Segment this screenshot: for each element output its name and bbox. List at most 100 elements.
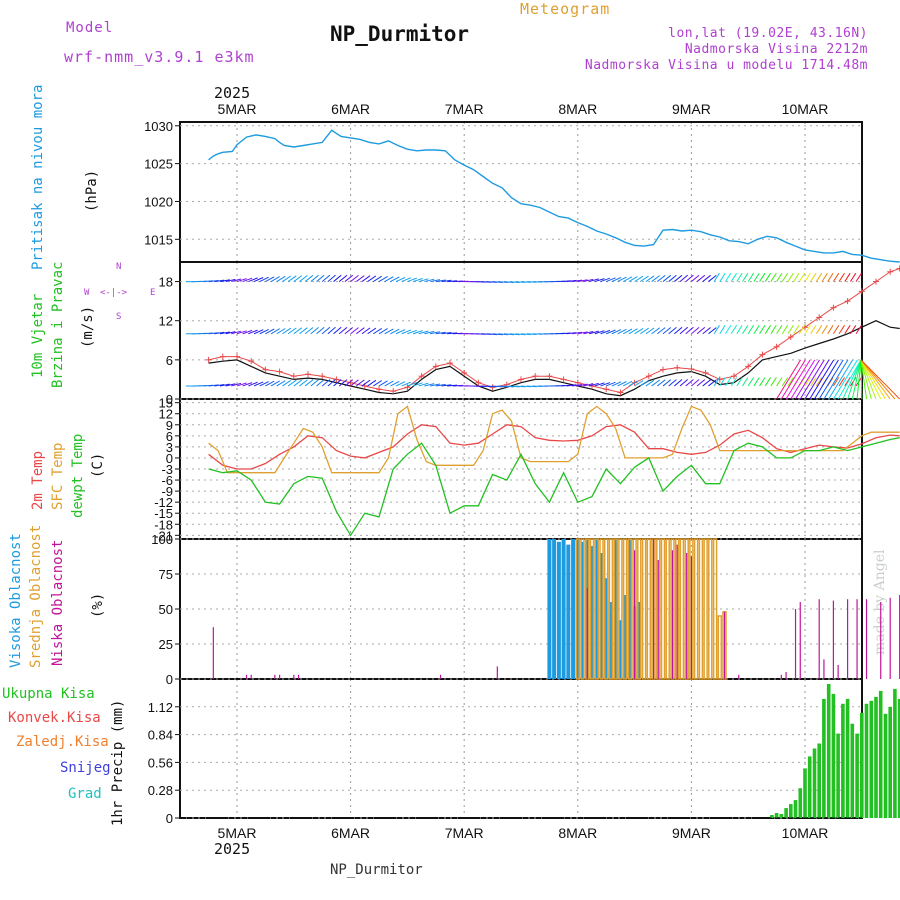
wind-arrow: [781, 325, 789, 335]
top-day-label: 5MAR: [218, 101, 257, 117]
y-tick-label: 25: [159, 637, 173, 652]
wind-arrow: [594, 278, 605, 283]
wind-arrows: [185, 272, 862, 388]
wind-arrow: [832, 272, 840, 282]
wind-arrow: [242, 329, 253, 335]
wind-arrow: [838, 325, 845, 335]
wind-arrow: [293, 379, 303, 387]
wind-arrow: [815, 325, 823, 335]
wind-arrow-strong: [860, 359, 886, 400]
precip-bar: [897, 698, 900, 818]
wind-arrow-strong: [804, 359, 830, 400]
wind-arrow: [401, 381, 412, 387]
wind-arrow: [259, 381, 269, 387]
mid-cloud-bar: [580, 538, 585, 680]
y-tick-label: 1030: [144, 119, 173, 134]
wind-arrow: [231, 278, 242, 283]
wind-arrow: [390, 276, 400, 283]
wind-arrow: [730, 377, 738, 387]
wind-arrow: [378, 380, 388, 387]
top-day-label: 9MAR: [672, 101, 711, 117]
wind-arrow-strong: [776, 359, 802, 400]
wind-arrow: [572, 279, 583, 283]
y-tick-label: 50: [159, 602, 173, 617]
wind-arrow: [344, 379, 354, 387]
wind-arrow: [378, 275, 388, 282]
precip-bar: [841, 703, 845, 818]
wind-arrow: [589, 330, 599, 335]
wind-arrow: [407, 277, 417, 283]
wind-arrow: [713, 377, 720, 387]
wind-arrow: [753, 377, 760, 387]
wind-arrow: [304, 327, 314, 335]
wind-arrow: [844, 272, 851, 282]
precip-bar: [812, 748, 817, 818]
wind-arrow: [759, 325, 766, 335]
wind-arrow: [373, 327, 382, 335]
wind-arrow-strong: [828, 359, 854, 400]
altitude: Nadmorska Visina 2212m: [684, 42, 868, 57]
wind-arrow: [747, 377, 755, 387]
wind-arrow: [742, 272, 749, 282]
wind-arrow: [855, 325, 862, 335]
bottom-day-label: 5MAR: [218, 825, 257, 841]
precip-legend-freezing: Zaledj.Kisa: [16, 734, 109, 750]
wind-arrow: [503, 333, 514, 336]
compass-s-label: S: [116, 312, 122, 322]
wind-arrow: [657, 275, 666, 282]
wind-arrow: [776, 377, 783, 387]
wind-arrow: [657, 379, 666, 387]
wind-arrow: [333, 326, 342, 335]
wind-arrow-strong: [823, 359, 849, 400]
high-cloud-bar: [623, 595, 628, 679]
wind-arrow: [424, 330, 435, 335]
wind-arrow: [787, 377, 794, 387]
wind-arrow: [674, 274, 683, 282]
high-cloud-bar: [547, 539, 552, 679]
precip-bar: [774, 813, 779, 818]
wind-arrow: [384, 328, 394, 335]
wind-arrow: [685, 274, 694, 282]
wind-arrow: [435, 279, 446, 283]
wind-arrow: [651, 327, 660, 335]
mid-cloud-bar: [708, 538, 713, 680]
top-day-label: 8MAR: [558, 101, 597, 117]
wind-arrow-strong: [856, 359, 862, 400]
wind-arrow-strong: [785, 359, 811, 400]
wind-arrow: [299, 379, 308, 387]
wind-arrow: [611, 277, 622, 283]
precip-bar: [850, 723, 855, 818]
y-tick-label: 6: [166, 353, 173, 368]
wind-arrow: [730, 325, 738, 335]
wind-arrow: [407, 382, 417, 387]
y-tick-label: 18: [159, 275, 173, 290]
wind-arrow: [623, 380, 633, 387]
wind-arrow: [742, 325, 749, 335]
wind-arrow: [441, 279, 452, 283]
wind-arrow-strong: [860, 359, 863, 400]
wind-arrow: [338, 379, 348, 387]
wind-arrow: [384, 276, 394, 283]
wind-arrow: [316, 274, 325, 282]
wind-arrow: [628, 380, 638, 387]
wind-arrow: [282, 327, 292, 335]
wind-arrow: [736, 272, 743, 282]
wind-arrow: [492, 333, 503, 336]
wind-arrow: [827, 272, 834, 282]
wind-arrow: [430, 279, 440, 283]
precip-bar: [817, 743, 821, 818]
product-title: Meteogram: [520, 0, 611, 18]
mid-cloud-bar: [603, 538, 609, 680]
wind-arrow: [628, 328, 638, 335]
precip-legend-conv: Konvek.Kisa: [8, 710, 101, 726]
precip-bar: [845, 698, 850, 818]
wind-arrow: [407, 329, 417, 335]
y-tick-label: 0.28: [148, 783, 173, 798]
wind-arrow: [821, 325, 828, 335]
wind-arrow: [634, 380, 644, 387]
wind-arrow: [810, 272, 817, 282]
mid-cloud-bar: [627, 538, 633, 680]
wind-arrow: [566, 279, 577, 283]
precip-bar: [798, 788, 803, 818]
wind-arrow: [702, 327, 711, 335]
